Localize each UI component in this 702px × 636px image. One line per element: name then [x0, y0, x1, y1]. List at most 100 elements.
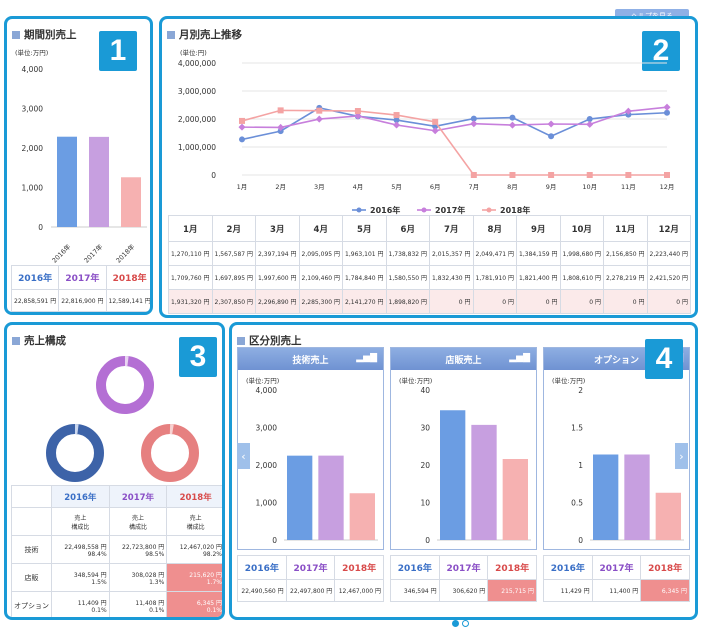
- y-tick-label: 2: [578, 386, 583, 395]
- y-tick-label: 1,000: [22, 184, 44, 193]
- point-2016年: [239, 136, 245, 143]
- month-value: 1,270,110 円: [168, 241, 213, 266]
- pager-dot[interactable]: [462, 620, 469, 627]
- month-value: 2,156,850 円: [603, 241, 648, 266]
- x-tick-label: 6月: [430, 183, 441, 191]
- subpanel-unit: (単位:万円): [246, 377, 280, 385]
- point-2017年: [470, 120, 478, 128]
- chart-icon[interactable]: ▂▅▇: [356, 353, 377, 363]
- month-value: 2,421,520 円: [646, 265, 691, 290]
- p3-ratio: 98.5%: [145, 550, 165, 558]
- p3-h-2018: 2018年: [166, 485, 222, 508]
- point-2017年: [508, 121, 516, 129]
- legend-label: 2016年: [370, 205, 400, 215]
- month-value: 2,223,440 円: [646, 241, 691, 266]
- y-tick-label: 0.5: [571, 499, 583, 508]
- square-icon: [12, 30, 20, 39]
- legend-marker: [486, 207, 492, 213]
- panel-category-sales: 区分別売上 技術売上 ▂▅▇ (単位:万円) 4,000 3,000 2,000 1,…: [229, 322, 698, 620]
- badge-2: 2: [642, 31, 680, 71]
- y-tick-label: 2,000: [22, 144, 44, 153]
- point-2016年: [470, 115, 477, 122]
- p3-ratio: 1.5%: [91, 578, 107, 586]
- point-2018年: [548, 172, 555, 178]
- p3-row-label: 技術: [11, 535, 52, 564]
- p3-cell: 22,723,800 円 98.5%: [108, 535, 168, 564]
- p3-amount: 12,467,020 円: [179, 543, 222, 551]
- pager-dot-active[interactable]: [452, 620, 459, 627]
- month-value: 1,832,430 円: [429, 265, 474, 290]
- subpanel-2: オプション ▂▅▇ (単位:万円) 21.510.50: [543, 347, 690, 550]
- p3-row-label: オプション: [11, 591, 52, 617]
- subpanel-value: 215,715 円: [487, 579, 537, 602]
- p3-col-label: 売上 構成比: [108, 507, 168, 536]
- x-tick-label: 4月: [353, 183, 364, 191]
- subpanel-bar-chart: 4,000 3,000 2,000 1,000 0: [256, 386, 378, 545]
- month-header: 6月: [385, 215, 430, 242]
- month-value: 1,781,910 円: [472, 265, 517, 290]
- p3-ratio: 1.3%: [149, 578, 165, 586]
- month-value: 1,898,820 円: [385, 289, 430, 314]
- subpanel-0: 技術売上 ▂▅▇ (単位:万円) 4,000 3,000 2,000 1,000 0: [237, 347, 384, 550]
- point-2018年: [239, 117, 245, 124]
- y-tick-label: 4,000: [256, 386, 278, 395]
- point-2016年: [664, 109, 670, 116]
- point-2017年: [586, 120, 594, 128]
- point-2017年: [547, 120, 555, 128]
- p3-cell: 11,408 円 0.1%: [108, 591, 168, 617]
- subpanel-value: 22,497,800 円: [285, 579, 336, 602]
- square-icon: [12, 336, 20, 345]
- carousel-prev-button[interactable]: ‹: [237, 443, 250, 469]
- month-value: 2,095,095 円: [298, 241, 343, 266]
- bar-2017年: [624, 454, 650, 540]
- p3-ratio: 98.2%: [202, 550, 222, 558]
- y-tick-label: 40: [420, 386, 430, 395]
- subpanel-value: 11,400 円: [591, 579, 642, 602]
- bar-2017年: [318, 455, 344, 540]
- p3-cell: 12,467,020 円 98.2%: [166, 535, 222, 564]
- p3-amount: 6,345 円: [196, 599, 222, 607]
- subpanel-year-header: 2017年: [591, 555, 642, 580]
- panel2-unit: (単位:円): [180, 49, 207, 57]
- month-value: 2,141,270 円: [342, 289, 387, 314]
- p3-cell-highlight: 6,345 円 0.1%: [166, 591, 222, 617]
- y-tick-label: 30: [420, 424, 430, 433]
- chart-icon[interactable]: ▂▅▇: [509, 353, 530, 363]
- point-2017年: [624, 107, 632, 115]
- bar-2016年: [287, 455, 313, 540]
- p3-col-label: 売上 構成比: [51, 507, 110, 536]
- month-value: 1,384,159 円: [516, 241, 561, 266]
- y-tick-label: 3,000,000: [178, 87, 216, 96]
- y-tick-label: 1,000,000: [178, 143, 216, 152]
- month-header: 5月: [342, 215, 387, 242]
- month-value: 2,307,850 円: [211, 289, 256, 314]
- month-header: 7月: [429, 215, 474, 242]
- month-value: 0 円: [429, 289, 474, 314]
- subpanel-value: 22,490,560 円: [237, 579, 287, 602]
- month-value: 1,997,600 円: [255, 265, 300, 290]
- subpanel-value: 6,345 円: [640, 579, 690, 602]
- subpanel-value: 11,429 円: [543, 579, 593, 602]
- legend-label: 2018年: [500, 205, 530, 215]
- bar-2018年: [502, 459, 528, 540]
- donut-2018: [141, 424, 199, 482]
- month-value: 1,821,400 円: [516, 265, 561, 290]
- p3-h-2017: 2017年: [108, 485, 168, 508]
- carousel-next-button[interactable]: ›: [675, 443, 688, 469]
- month-value: 2,109,460 円: [298, 265, 343, 290]
- p3-col-label: 売上 構成比: [166, 507, 222, 536]
- point-2018年: [586, 172, 593, 178]
- panel1-table: 2016年 2017年 2018年 22,858,591 円 22,816,90…: [10, 265, 150, 312]
- month-header: 8月: [472, 215, 517, 242]
- p3-blank: [11, 507, 52, 536]
- subpanel-year-header: 2016年: [237, 555, 287, 580]
- panel2-table: 1月 2月 3月 4月 5月 6月 7月 8月 9月 10月 11月 12月 1,270,110 円 1,…: [168, 215, 691, 314]
- p3-ratio: 98.4%: [87, 550, 107, 558]
- point-2017年: [431, 127, 439, 135]
- panel-sales-composition: 売上構成 3 2016年 2017年 2018年 売上 構成比 売上 構成比 売…: [4, 322, 225, 620]
- p3-ratio: 1.7%: [206, 578, 222, 586]
- p1-h-2018: 2018年: [105, 265, 150, 290]
- point-2018年: [432, 118, 439, 125]
- panel-period-sales: 期間別売上 1 (単位:万円) 4,000 3,000 2,000 1,000 0 201…: [4, 16, 153, 315]
- subpanel-1: 店販売上 ▂▅▇ (単位:万円) 40 30 20 10 0: [390, 347, 537, 550]
